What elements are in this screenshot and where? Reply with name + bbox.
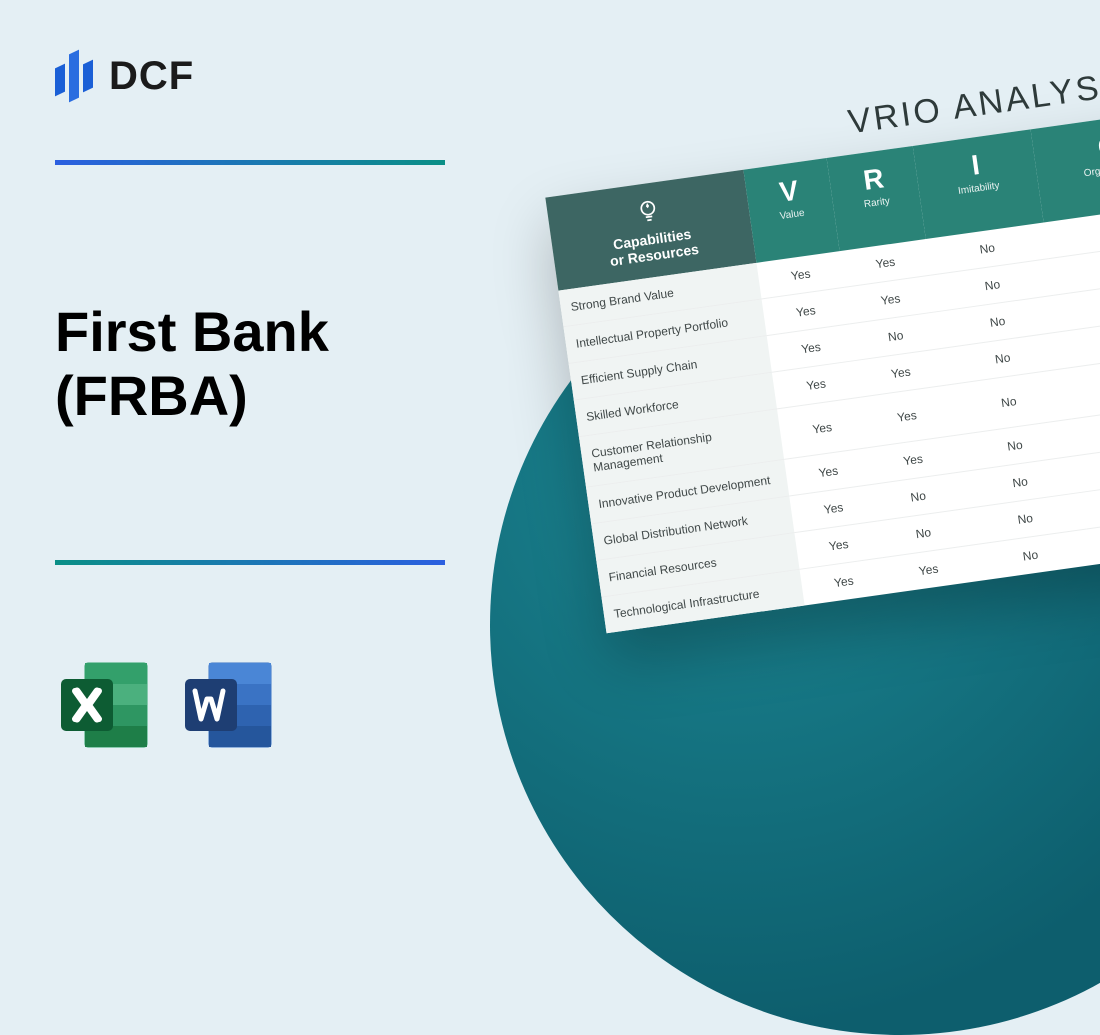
- vrio-col-i: IImitability: [913, 129, 1044, 239]
- vrio-col-o: OOrganization: [1031, 109, 1100, 223]
- brand-logo: DCF: [55, 48, 194, 104]
- file-icons-row: [55, 655, 279, 755]
- logo-text: DCF: [109, 54, 194, 99]
- vrio-col-v: VValue: [743, 158, 839, 263]
- divider-top: [55, 160, 445, 165]
- divider-bottom: [55, 560, 445, 565]
- lightbulb-icon: [633, 196, 662, 225]
- vrio-card: VRIO ANALYSIS Capabilitiesor Resources V…: [538, 58, 1100, 633]
- vrio-col-r: RRarity: [827, 146, 926, 251]
- word-icon: [179, 655, 279, 755]
- vrio-cap-header-label: Capabilitiesor Resources: [609, 226, 700, 269]
- page-title: First Bank(FRBA): [55, 300, 329, 429]
- logo-bars-icon: [55, 48, 99, 104]
- vrio-table: Capabilitiesor Resources VValue RRarity …: [545, 109, 1100, 634]
- excel-icon: [55, 655, 155, 755]
